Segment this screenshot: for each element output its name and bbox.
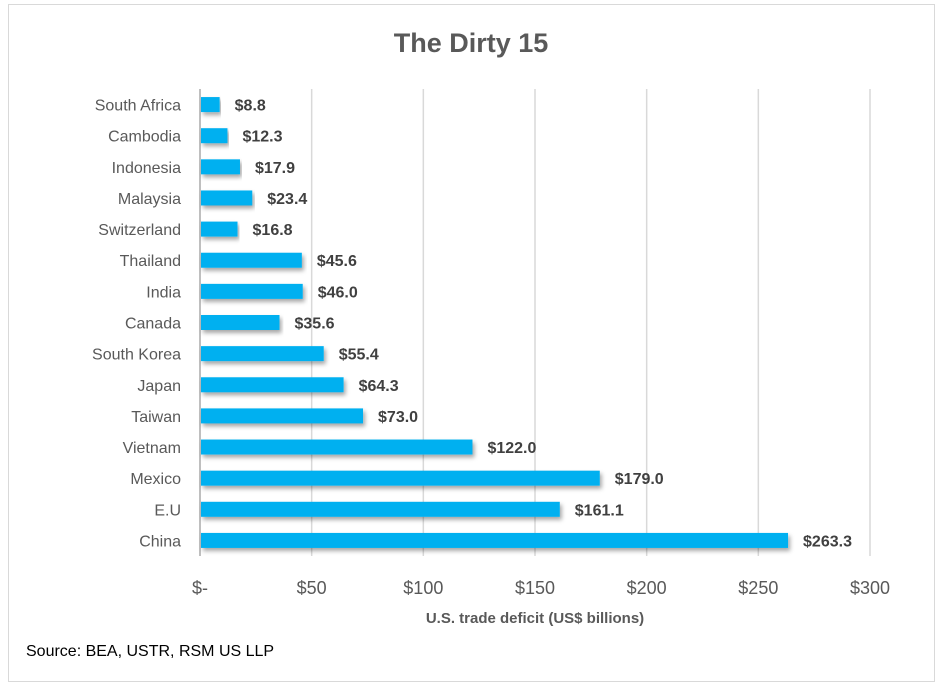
data-label: $73.0 — [378, 409, 418, 426]
x-tick-label: $- — [192, 578, 208, 598]
chart-frame — [8, 4, 935, 682]
bar-south-africa — [201, 97, 220, 113]
x-tick-label: $100 — [403, 578, 443, 598]
bar-e-u — [201, 501, 560, 517]
bar-mexico — [201, 470, 600, 486]
category-label: Mexico — [130, 471, 181, 488]
chart-title: The Dirty 15 — [393, 28, 549, 58]
data-label: $161.1 — [575, 502, 624, 519]
data-label: $35.6 — [295, 316, 335, 333]
x-tick-label: $250 — [738, 578, 778, 598]
data-label: $17.9 — [255, 160, 295, 177]
data-label: $12.3 — [242, 129, 282, 146]
category-label: Indonesia — [112, 160, 181, 177]
data-label: $46.0 — [318, 284, 358, 301]
bar-malaysia — [201, 190, 253, 206]
category-label: Cambodia — [108, 129, 181, 146]
source-note: Source: BEA, USTR, RSM US LLP — [26, 643, 275, 660]
bar-taiwan — [201, 408, 364, 424]
category-label: Malaysia — [118, 191, 181, 208]
category-label: Canada — [125, 316, 181, 333]
data-label: $55.4 — [339, 347, 379, 364]
bar-india — [201, 283, 303, 299]
data-label: $64.3 — [359, 378, 399, 395]
bar-switzerland — [201, 221, 238, 237]
data-label: $45.6 — [317, 253, 357, 270]
category-label: China — [139, 533, 181, 550]
bar-china — [201, 532, 789, 548]
category-label: South Africa — [95, 98, 181, 115]
data-label: $16.8 — [253, 222, 293, 239]
data-label: $122.0 — [487, 440, 536, 457]
x-tick-label: $200 — [627, 578, 667, 598]
x-tick-label: $150 — [515, 578, 555, 598]
data-label: $8.8 — [235, 98, 266, 115]
bar-canada — [201, 315, 280, 330]
bar-japan — [201, 377, 344, 393]
category-label: E.U — [154, 502, 181, 519]
category-label: Thailand — [120, 253, 181, 270]
x-tick-label: $300 — [850, 578, 890, 598]
category-label: Vietnam — [123, 440, 181, 457]
category-label: Switzerland — [98, 222, 181, 239]
bar-indonesia — [201, 159, 240, 175]
bar-cambodia — [201, 128, 228, 144]
category-label: Taiwan — [131, 409, 181, 426]
data-label: $179.0 — [615, 471, 664, 488]
bar-thailand — [201, 252, 302, 268]
bar-south-korea — [201, 346, 324, 362]
x-axis-label: U.S. trade deficit (US$ billions) — [425, 610, 645, 627]
x-tick-label: $50 — [297, 578, 327, 598]
bar-vietnam — [201, 439, 473, 455]
category-label: Japan — [137, 378, 181, 395]
category-label: South Korea — [92, 347, 181, 364]
data-label: $23.4 — [267, 191, 307, 208]
data-label: $263.3 — [803, 533, 852, 550]
category-label: India — [146, 284, 181, 301]
